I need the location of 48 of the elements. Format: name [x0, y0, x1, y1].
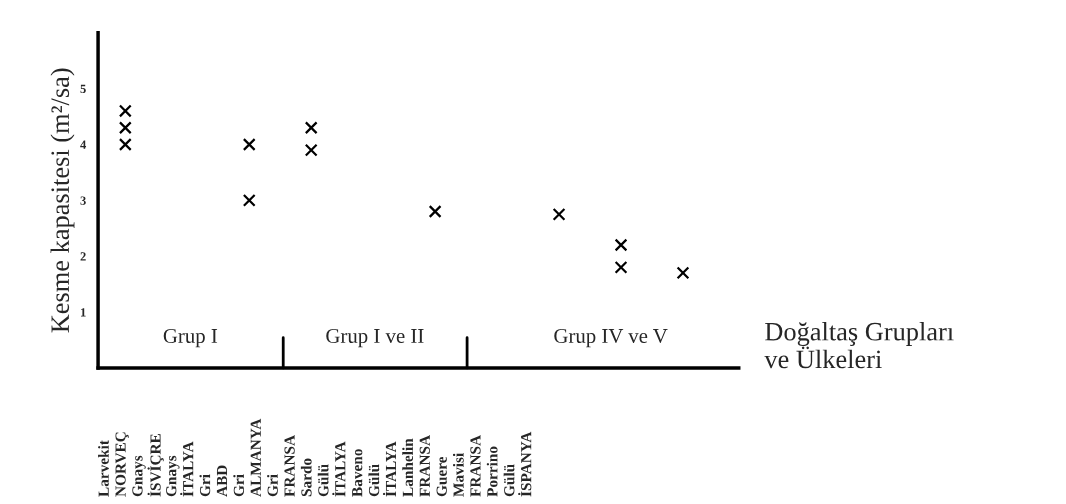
point [242, 193, 256, 207]
text: Porrino [486, 446, 498, 497]
text: İTALYA [180, 441, 194, 497]
text: Gnays [132, 455, 146, 497]
text: Gri [267, 474, 278, 497]
y-tick-label: 5 [80, 84, 86, 94]
text: Gri [199, 474, 211, 497]
point [304, 121, 318, 135]
text: İSPANYA [518, 431, 532, 497]
text: İTALYA [382, 441, 396, 497]
text: Gnays [166, 455, 180, 497]
annotation: Grup I ve II [326, 328, 424, 348]
x-axis-title: Doğaltaş Grupları ve Ülkeleri [764, 322, 954, 369]
text: Gülü [317, 464, 329, 497]
text: FRANSA [284, 435, 295, 497]
text: NORVEÇ [115, 432, 129, 497]
text: FRANSA [419, 435, 430, 497]
y-tick-label: 4 [80, 140, 87, 149]
point [118, 137, 132, 151]
text: ABD [216, 465, 228, 497]
point [614, 260, 628, 274]
annotation: Grup IV ve V [554, 328, 668, 348]
point [118, 104, 132, 118]
text: FRANSA [470, 435, 481, 497]
text: Gülü [503, 464, 515, 497]
text: Gülü [368, 464, 380, 497]
text: İTALYA [332, 441, 346, 497]
text: ALMANYA [250, 418, 261, 497]
text: Gri [233, 474, 245, 497]
y-tick-label: 3 [80, 196, 86, 205]
y-tick-label: 2 [80, 252, 86, 261]
annotation: Grup I [163, 328, 218, 348]
text: Sardo [300, 458, 312, 497]
text: Larvekit [98, 440, 109, 497]
point [614, 238, 628, 252]
point [304, 143, 318, 157]
text: Lanhelin [402, 438, 414, 497]
text: İSVİÇRE [147, 434, 164, 497]
point [242, 137, 256, 151]
y-tick-label: 1 [81, 308, 86, 317]
point [676, 266, 690, 280]
point [428, 205, 442, 218]
point [118, 121, 132, 135]
y-axis-title: Kesme kapasitesi (m²/sa) [50, 68, 75, 333]
point [552, 207, 566, 221]
text: Guere [436, 456, 447, 497]
text: Mavisi [452, 453, 464, 497]
text: Baveno [352, 449, 363, 497]
